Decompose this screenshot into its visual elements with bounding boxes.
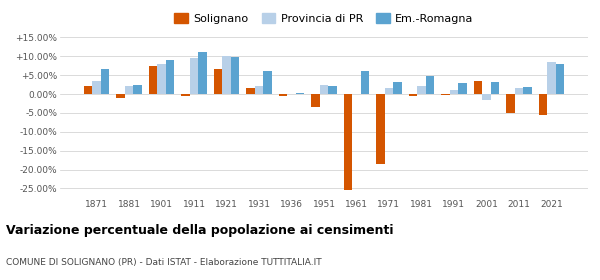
Bar <box>556 64 564 94</box>
Bar <box>199 52 207 94</box>
Bar <box>223 56 231 94</box>
Bar <box>361 71 369 94</box>
Bar <box>344 94 352 190</box>
Text: COMUNE DI SOLIGNANO (PR) - Dati ISTAT - Elaborazione TUTTITALIA.IT: COMUNE DI SOLIGNANO (PR) - Dati ISTAT - … <box>6 258 322 267</box>
Bar <box>101 69 109 94</box>
Bar <box>92 81 101 94</box>
Bar <box>393 82 401 94</box>
Legend: Solignano, Provincia di PR, Em.-Romagna: Solignano, Provincia di PR, Em.-Romagna <box>170 8 478 28</box>
Bar <box>125 87 133 94</box>
Bar <box>409 94 417 96</box>
Bar <box>482 94 491 100</box>
Bar <box>214 69 223 94</box>
Bar <box>425 76 434 94</box>
Bar <box>279 94 287 96</box>
Bar <box>539 94 547 115</box>
Bar <box>190 58 199 94</box>
Bar <box>506 94 515 113</box>
Bar <box>84 87 92 94</box>
Bar <box>328 86 337 94</box>
Bar <box>133 85 142 94</box>
Bar <box>311 94 320 107</box>
Bar <box>263 71 272 94</box>
Bar <box>231 57 239 94</box>
Bar <box>547 62 556 94</box>
Bar <box>441 94 449 95</box>
Bar <box>515 88 523 94</box>
Bar <box>296 93 304 94</box>
Bar <box>255 87 263 94</box>
Bar <box>491 82 499 94</box>
Bar <box>458 83 467 94</box>
Bar <box>474 81 482 94</box>
Bar <box>417 87 425 94</box>
Bar <box>523 87 532 94</box>
Bar <box>157 64 166 94</box>
Bar <box>116 94 125 98</box>
Bar <box>149 66 157 94</box>
Bar <box>166 60 174 94</box>
Text: Variazione percentuale della popolazione ai censimenti: Variazione percentuale della popolazione… <box>6 224 394 237</box>
Bar <box>181 94 190 96</box>
Bar <box>320 85 328 94</box>
Bar <box>449 90 458 94</box>
Bar <box>376 94 385 164</box>
Bar <box>385 88 393 94</box>
Bar <box>247 88 255 94</box>
